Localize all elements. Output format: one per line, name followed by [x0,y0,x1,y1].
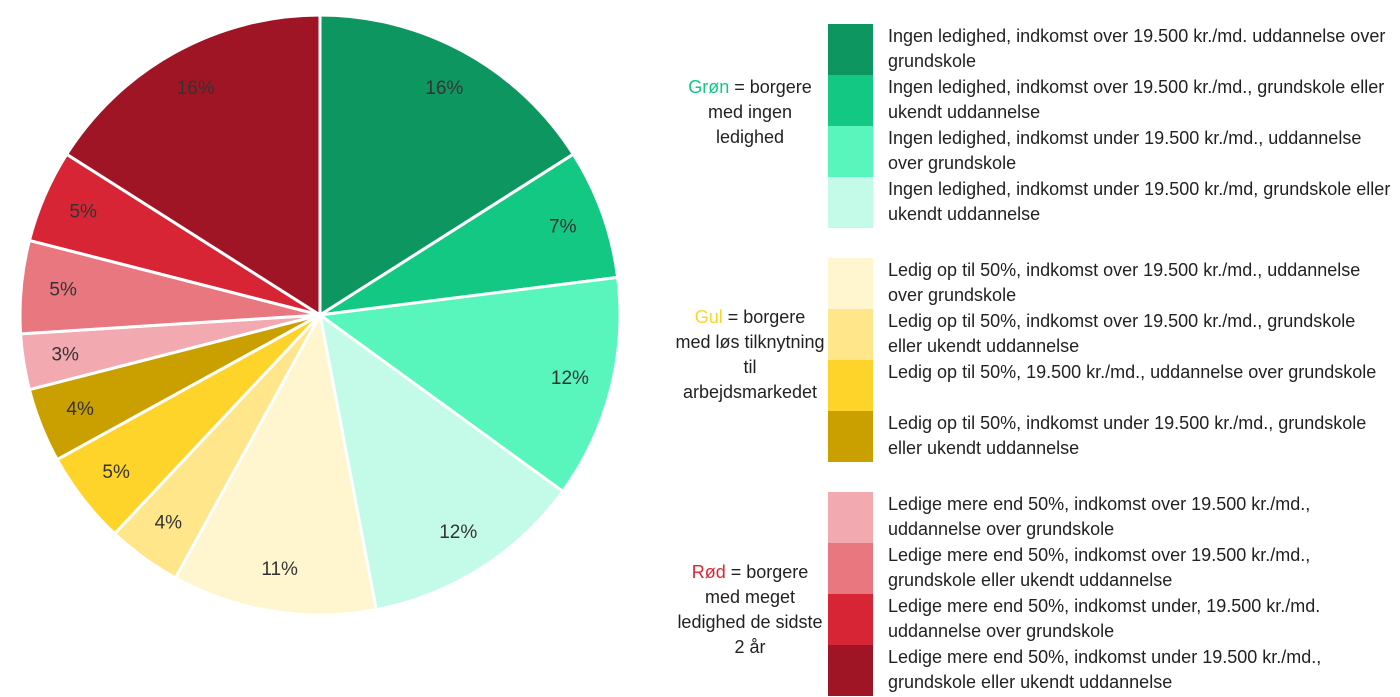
legend-text: Ingen ledighed, indkomst over 19.500 kr.… [888,24,1393,74]
legend-swatch [828,411,873,462]
slice-label: 4% [66,399,94,420]
group-name: Gul [694,307,723,327]
legend-text: Ledig op til 50%, indkomst over 19.500 k… [888,309,1393,359]
legend-text: Ledig op til 50%, indkomst under 19.500 … [888,411,1393,461]
slice-label: 3% [51,344,79,365]
slice-label: 11% [261,559,298,580]
pie-chart: 16% 7% 12% 12% 11% 4% 5% 4% 3% 5% 5% 16% [18,13,622,617]
slice-label: 5% [102,462,130,483]
legend-text: Ledige mere end 50%, indkomst over 19.50… [888,543,1393,593]
group-label: Rød = borgere med meget ledighed de sids… [675,560,825,660]
group-name: Rød [691,562,726,582]
pie-slice [316,275,622,494]
legend-text: Ledig op til 50%, 19.500 kr./md., uddann… [888,360,1393,385]
legend-label: Ledige mere end 50%, indkomst under, 19.… [888,596,1321,641]
legend-text: Ledige mere end 50%, indkomst under, 19.… [888,594,1393,644]
legend-label: Ledig op til 50%, indkomst over 19.500 k… [888,260,1361,305]
legend-swatch [828,126,873,177]
group-text: = borgere med løs tilknytning til arbejd… [675,307,825,402]
slice-label: 12% [439,522,477,543]
legend-swatch [828,492,873,543]
group-label: Gul = borgere med løs tilknytning til ar… [675,305,825,405]
legend-label: Ingen ledighed, indkomst under 19.500 kr… [888,179,1391,224]
group-label: Grøn = borgere med ingen ledighed [675,75,825,150]
legend-label: Ledig op til 50%, indkomst under 19.500 … [888,413,1367,458]
slice-label: 5% [69,202,97,223]
legend-label: Ledige mere end 50%, indkomst over 19.50… [888,494,1311,539]
pie-slice [318,13,576,318]
legend-label: Ingen ledighed, indkomst over 19.500 kr.… [888,77,1385,122]
legend-swatch [828,594,873,645]
legend-swatch [828,543,873,594]
group-text: = borgere med meget ledighed de sidste 2… [677,562,823,657]
legend-swatch [828,177,873,228]
legend-label: Ingen ledighed, indkomst over 19.500 kr.… [888,26,1386,71]
legend-label: Ledige mere end 50%, indkomst over 19.50… [888,545,1311,590]
legend-swatch [828,75,873,126]
pie-slice [64,13,322,318]
pie-slice [173,310,378,617]
legend-label: Ingen ledighed, indkomst under 19.500 kr… [888,128,1362,173]
slice-label: 7% [549,217,577,238]
legend-swatch [828,24,873,75]
legend-label: Ledig op til 50%, 19.500 kr./md., uddann… [888,362,1377,382]
legend-text: Ingen ledighed, indkomst over 19.500 kr.… [888,75,1393,125]
legend-text: Ingen ledighed, indkomst under 19.500 kr… [888,177,1393,227]
legend-label: Ledig op til 50%, indkomst over 19.500 k… [888,311,1356,356]
group-name: Grøn [688,77,730,97]
group-text: = borgere med ingen ledighed [707,77,812,147]
legend-text: Ledige mere end 50%, indkomst over 19.50… [888,492,1393,542]
legend-swatch [828,309,873,360]
pie-slice [317,311,565,612]
slice-label: 4% [155,513,183,534]
legend-text: Ingen ledighed, indkomst under 19.500 kr… [888,126,1393,176]
legend-label: Ledige mere end 50%, indkomst under 19.5… [888,647,1322,692]
pie-slice [319,152,620,317]
legend-swatch [828,645,873,696]
legend-text: Ledige mere end 50%, indkomst under 19.5… [888,645,1393,695]
slice-label: 12% [551,368,589,389]
legend-swatch [828,360,873,411]
legend-text: Ledig op til 50%, indkomst over 19.500 k… [888,258,1393,308]
legend-swatch [828,258,873,309]
slice-label: 5% [49,280,77,301]
slice-label: 16% [425,78,463,99]
slice-label: 16% [177,78,215,99]
